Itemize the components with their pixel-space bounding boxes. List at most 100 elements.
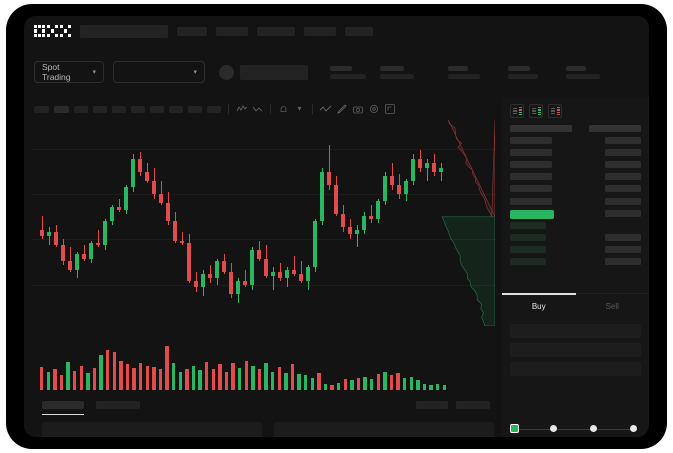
tab-sell[interactable]: Sell bbox=[576, 294, 650, 319]
nav-item-earn[interactable] bbox=[304, 26, 336, 36]
slider-step-50[interactable] bbox=[590, 425, 597, 432]
camera-icon[interactable] bbox=[352, 105, 363, 114]
alert-icon[interactable] bbox=[278, 105, 289, 114]
candle-body bbox=[320, 171, 325, 221]
stat-24h-low bbox=[508, 65, 538, 79]
nav-item-more[interactable] bbox=[345, 26, 373, 36]
volume-bar bbox=[323, 383, 328, 390]
nav-item-trade[interactable] bbox=[216, 26, 248, 36]
timeframe-1h[interactable] bbox=[112, 105, 126, 113]
bottom-tab-open-orders[interactable] bbox=[42, 401, 84, 415]
candle-body bbox=[117, 207, 122, 210]
search-input[interactable] bbox=[80, 24, 168, 38]
volume-bar bbox=[251, 365, 255, 390]
order-book-bid-row[interactable] bbox=[510, 221, 641, 231]
volume-bar bbox=[429, 385, 433, 390]
candlestick-series bbox=[32, 120, 495, 326]
candle-body bbox=[131, 158, 136, 188]
settings-gear-icon[interactable] bbox=[368, 104, 379, 114]
candle-wick bbox=[49, 227, 51, 246]
candle-body bbox=[159, 194, 164, 204]
candle-body bbox=[222, 260, 227, 272]
timeframe-15m[interactable] bbox=[74, 105, 88, 113]
stat-last-price bbox=[330, 65, 366, 79]
order-book-bid-row[interactable] bbox=[510, 245, 641, 255]
candle-body bbox=[264, 258, 269, 277]
order-book-ask-row[interactable] bbox=[510, 185, 641, 194]
slider-step-75[interactable] bbox=[630, 425, 637, 432]
market-type-dropdown[interactable]: Spot Trading ▾ bbox=[34, 61, 104, 83]
okx-logo[interactable] bbox=[34, 24, 71, 38]
candle-wick bbox=[84, 245, 86, 261]
ob-row-amount bbox=[605, 258, 641, 266]
order-book-ask-row[interactable] bbox=[510, 197, 641, 207]
order-book-bid-row[interactable] bbox=[510, 233, 641, 243]
volume-bar bbox=[125, 364, 130, 390]
drawing-pencil-icon[interactable] bbox=[336, 104, 347, 114]
indicator-icon[interactable] bbox=[236, 105, 247, 113]
chevron-down-icon[interactable]: ▾ bbox=[297, 104, 302, 113]
timeframe-1mo[interactable] bbox=[188, 105, 202, 113]
order-book-ask-row[interactable] bbox=[510, 173, 641, 182]
compare-icon[interactable] bbox=[252, 105, 263, 113]
ob-row-amount bbox=[605, 161, 641, 169]
volume-bar bbox=[383, 371, 387, 390]
order-book-bid-row[interactable] bbox=[510, 258, 641, 267]
volume-bar bbox=[152, 366, 156, 390]
order-book-header[interactable] bbox=[510, 125, 641, 134]
candle-body bbox=[138, 158, 143, 172]
volume-bar bbox=[158, 369, 163, 390]
ob-row-price bbox=[510, 258, 546, 266]
candle-body bbox=[397, 185, 402, 195]
slider-handle-active[interactable] bbox=[510, 424, 519, 433]
price-chart[interactable] bbox=[32, 120, 495, 326]
bottom-panel bbox=[24, 394, 502, 437]
candle-body bbox=[229, 271, 234, 295]
trading-pair-dropdown[interactable]: ▾ bbox=[113, 61, 205, 83]
order-book-ask-row[interactable] bbox=[510, 161, 641, 170]
slider-step-25[interactable] bbox=[550, 425, 557, 432]
amount-slider[interactable] bbox=[510, 423, 641, 435]
order-book-current-price-row[interactable] bbox=[510, 209, 641, 219]
candle-body bbox=[390, 176, 395, 186]
timeframe-more[interactable] bbox=[207, 105, 221, 113]
volume-bar bbox=[356, 377, 361, 390]
tablet-device-frame: Spot Trading ▾ ▾ bbox=[6, 4, 667, 449]
nav-item-markets[interactable] bbox=[177, 26, 207, 36]
order-book-ask-row[interactable] bbox=[510, 137, 641, 146]
timeframe-1w[interactable] bbox=[169, 105, 183, 113]
candle-body bbox=[341, 214, 346, 228]
order-total-field[interactable] bbox=[510, 362, 641, 376]
volume-bar bbox=[86, 372, 90, 390]
candle-wick bbox=[210, 265, 212, 283]
order-price-field[interactable] bbox=[510, 324, 641, 338]
timeframe-1m[interactable] bbox=[34, 105, 49, 113]
tab-buy[interactable]: Buy bbox=[502, 293, 576, 319]
volume-bar bbox=[99, 354, 103, 390]
ob-row-price bbox=[510, 233, 546, 241]
bottom-tab-order-history[interactable] bbox=[96, 401, 140, 409]
order-amount-field[interactable] bbox=[510, 343, 641, 357]
timeframe-4h[interactable] bbox=[131, 105, 145, 113]
line-chart-icon[interactable] bbox=[320, 105, 331, 113]
candle-body bbox=[40, 229, 45, 237]
bottom-action-filter[interactable] bbox=[416, 401, 448, 409]
ob-mode-bids-icon[interactable] bbox=[529, 104, 543, 118]
volume-bar bbox=[363, 376, 367, 390]
ob-mode-asks-icon[interactable] bbox=[548, 104, 562, 118]
volume-bar bbox=[185, 369, 189, 390]
fullscreen-icon[interactable] bbox=[384, 104, 395, 114]
order-book-ask-row[interactable] bbox=[510, 149, 641, 158]
timeframe-5m[interactable] bbox=[54, 105, 69, 113]
volume-bar bbox=[343, 379, 347, 390]
nav-item-derivatives[interactable] bbox=[257, 26, 295, 36]
timeframe-1d[interactable] bbox=[150, 105, 164, 113]
timeframe-30m[interactable] bbox=[93, 105, 107, 113]
volume-bar bbox=[442, 385, 446, 390]
ob-mode-both-icon[interactable] bbox=[510, 104, 524, 118]
bottom-action-cancel-all[interactable] bbox=[456, 401, 490, 409]
candle-body bbox=[271, 271, 276, 277]
volume-bar bbox=[244, 360, 248, 390]
volume-bar bbox=[277, 366, 281, 390]
volume-bar bbox=[330, 385, 334, 390]
